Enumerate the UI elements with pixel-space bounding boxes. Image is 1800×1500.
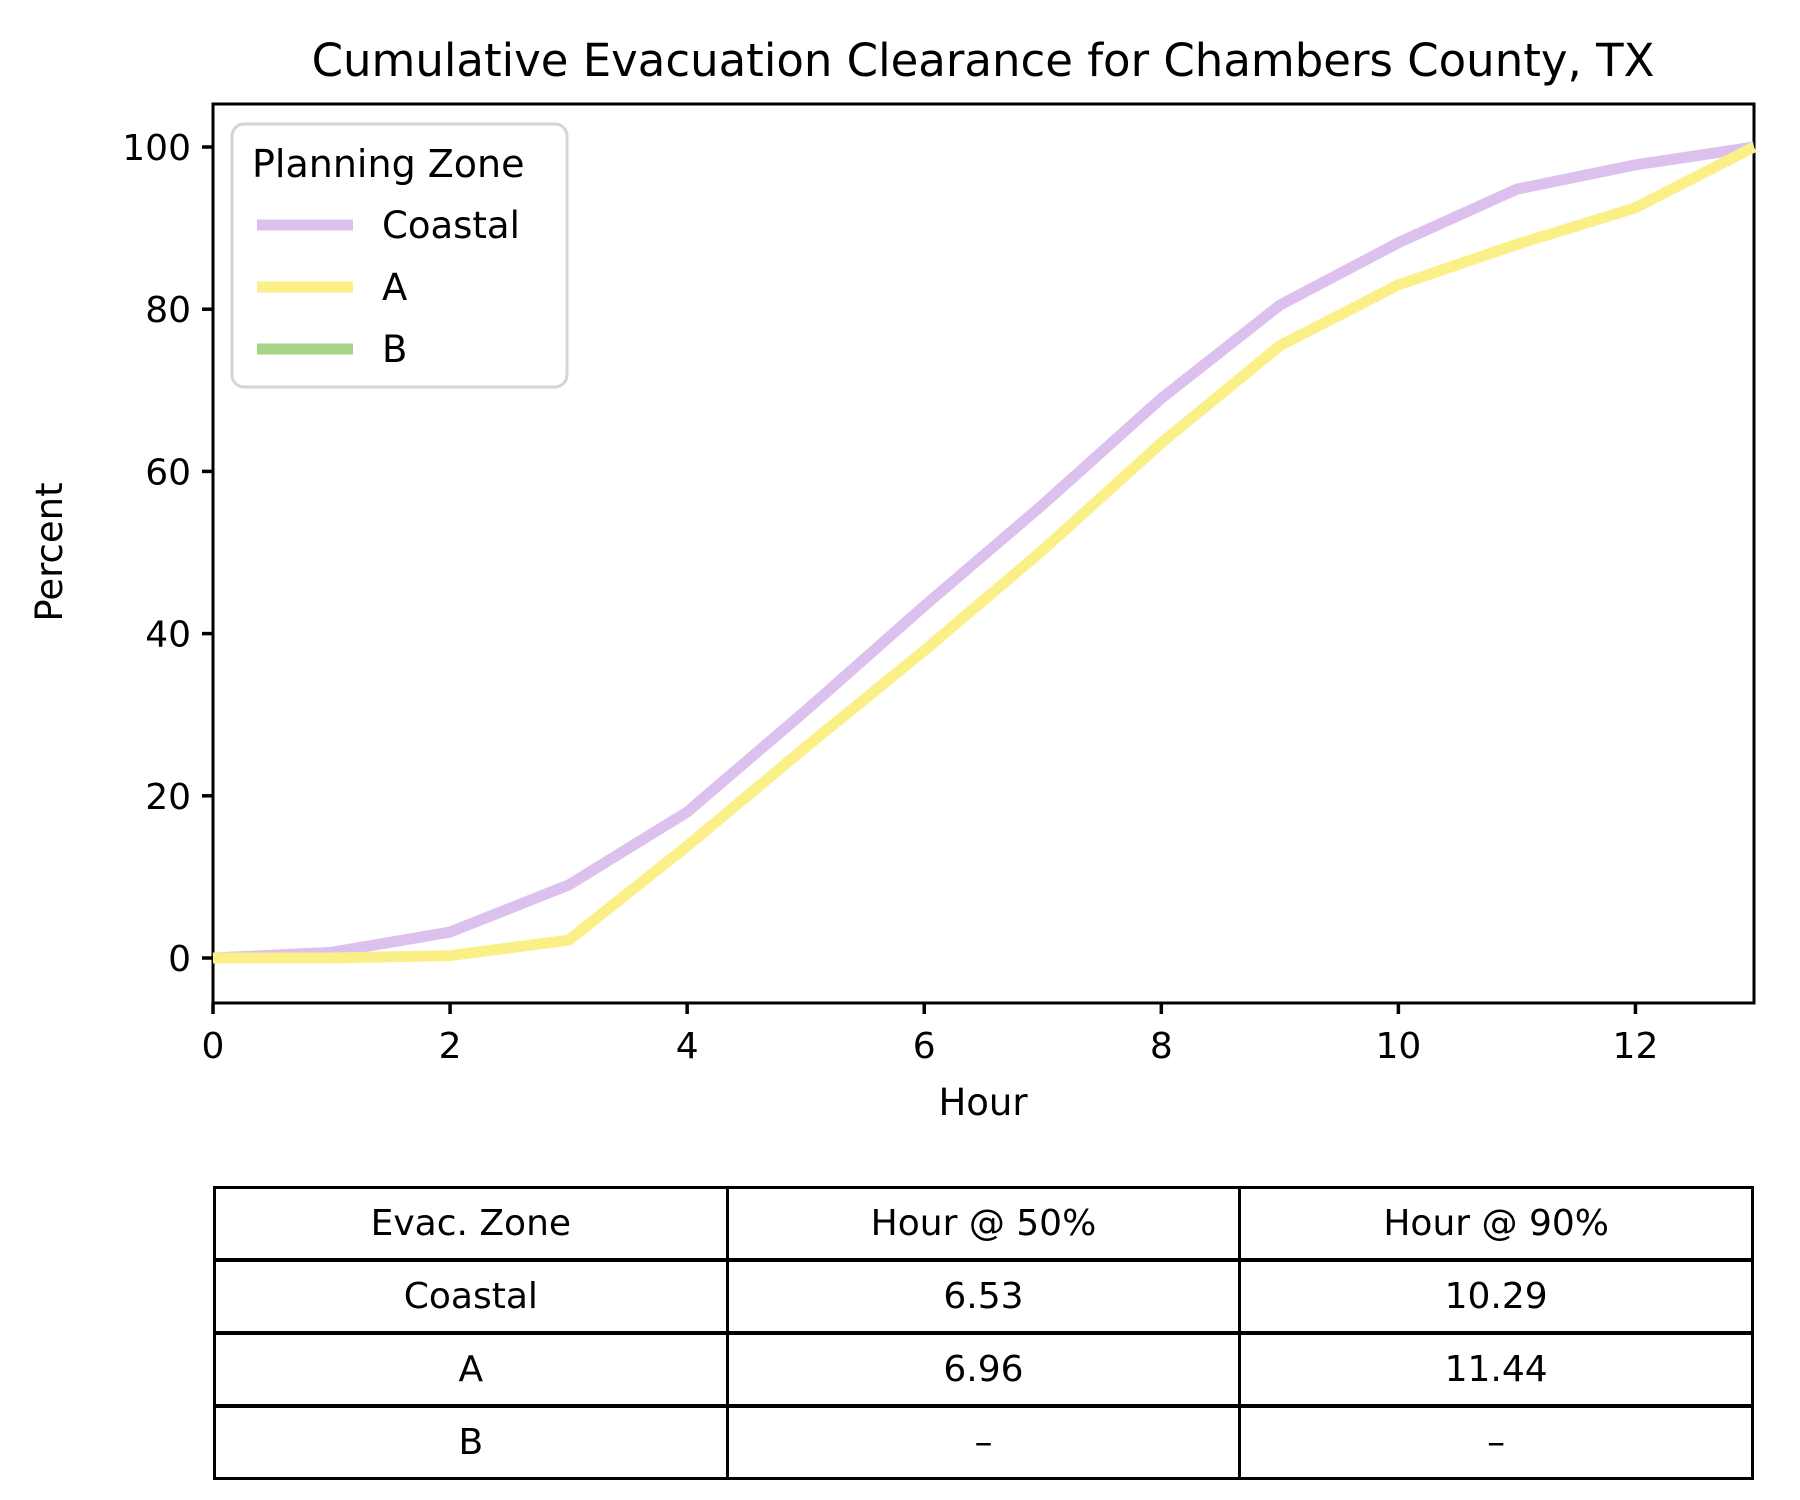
x-tick-label: 0 (202, 1026, 225, 1067)
clearance-table: Evac. Zone Hour @ 50% Hour @ 90% Coastal 6.… (213, 1186, 1754, 1480)
table-cell: 6.53 (725, 1258, 1242, 1333)
x-tick-label: 4 (676, 1026, 699, 1067)
legend-label-b: B (382, 328, 407, 371)
legend-entries: Coastal AB (257, 204, 520, 371)
table-row: B – – (213, 1404, 1754, 1479)
legend-box (230, 122, 569, 389)
x-axis-ticks: 0 2 4 6 8 10 12 (202, 1003, 1659, 1067)
table-cell: A (213, 1331, 729, 1406)
chart-title: Cumulative Evacuation Clearance for Cham… (312, 34, 1655, 87)
series-line-a (213, 142, 1757, 964)
x-tick-label: 12 (1613, 1026, 1659, 1067)
table-header-cell: Hour @ 90% (1238, 1187, 1754, 1262)
y-tick-label: 60 (145, 452, 191, 493)
table-cell: – (1238, 1404, 1754, 1479)
table-cell: – (725, 1404, 1242, 1479)
table-header-row: Evac. Zone Hour @ 50% Hour @ 90% (213, 1187, 1754, 1262)
clearance-table-body: Coastal 6.53 10.29 A 6.96 11.44 B – – (213, 1258, 1754, 1479)
table-cell: B (213, 1404, 729, 1479)
x-tick-label: 6 (913, 1026, 936, 1067)
clearance-chart: Cumulative Evacuation Clearance for Cham… (28, 34, 1757, 1124)
table-cell: Coastal (213, 1258, 729, 1333)
y-axis-label: Percent (28, 482, 71, 621)
table-cell: 11.44 (1238, 1331, 1754, 1406)
y-tick-label: 20 (145, 777, 191, 818)
table-header-cell: Evac. Zone (213, 1187, 729, 1262)
series-lines (212, 141, 1757, 964)
x-axis-label: Hour (938, 1081, 1028, 1124)
clearance-table-head: Evac. Zone Hour @ 50% Hour @ 90% (213, 1187, 1754, 1262)
plot-area (211, 102, 1756, 1005)
table-cell: 6.96 (725, 1331, 1242, 1406)
y-axis-ticks: 0 20 40 60 80 100 (122, 128, 213, 980)
table-header-cell: Hour @ 50% (725, 1187, 1242, 1262)
legend-title: Planning Zone (252, 142, 525, 186)
legend-label-a: A (382, 266, 407, 309)
series-line-coastal (212, 141, 1755, 964)
x-tick-label: 10 (1375, 1026, 1421, 1067)
legend-label-coastal: Coastal (382, 204, 520, 247)
table-cell: 10.29 (1238, 1258, 1754, 1333)
x-tick-label: 8 (1150, 1026, 1173, 1067)
legend: Planning Zone Coastal AB (230, 122, 569, 389)
y-tick-label: 100 (122, 128, 191, 169)
table-row: Coastal 6.53 10.29 (213, 1258, 1754, 1333)
y-tick-label: 40 (145, 615, 191, 656)
y-tick-label: 0 (168, 939, 191, 980)
y-tick-label: 80 (145, 290, 191, 331)
table-row: A 6.96 11.44 (213, 1331, 1754, 1406)
x-tick-label: 2 (439, 1026, 462, 1067)
